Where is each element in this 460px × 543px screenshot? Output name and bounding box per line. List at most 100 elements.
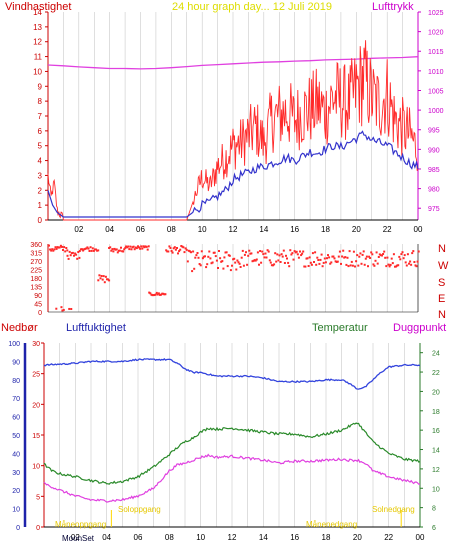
wind-tick-label: 11 xyxy=(34,53,43,62)
direction-point xyxy=(167,250,170,253)
humidity-tick-label: 100 xyxy=(8,341,20,348)
x-tick-label: 10 xyxy=(196,533,205,542)
x-tick-label: 14 xyxy=(259,533,268,542)
direction-point xyxy=(300,254,303,257)
direction-point xyxy=(187,249,190,252)
direction-point xyxy=(123,248,126,251)
direction-point xyxy=(360,262,363,265)
dewpoint-series-line xyxy=(43,453,421,503)
direction-point xyxy=(413,261,416,263)
direction-point xyxy=(346,256,349,259)
direction-point xyxy=(130,248,133,251)
direction-point xyxy=(96,249,99,252)
direction-point xyxy=(78,250,81,252)
direction-point xyxy=(155,291,158,294)
direction-point xyxy=(248,249,251,252)
direction-point xyxy=(116,251,119,254)
sunrise-label: Soloppgang xyxy=(118,505,161,514)
direction-point xyxy=(146,248,149,251)
direction-point xyxy=(381,254,383,257)
temperature-tick-label: 10 xyxy=(432,486,440,493)
direction-point xyxy=(67,257,70,260)
direction-point xyxy=(86,246,89,249)
direction-point xyxy=(171,251,174,254)
direction-point xyxy=(160,293,163,296)
direction-point xyxy=(364,257,367,260)
pressure-tick-label: 995 xyxy=(428,128,440,135)
direction-point xyxy=(199,264,202,267)
direction-tick-label: 0 xyxy=(38,310,42,317)
wind-gust-series-line xyxy=(47,40,419,221)
direction-point xyxy=(60,306,63,309)
direction-point xyxy=(277,259,280,262)
direction-point xyxy=(197,256,200,259)
direction-point xyxy=(296,253,299,256)
direction-point xyxy=(398,255,401,258)
direction-point xyxy=(287,261,290,264)
direction-point xyxy=(152,294,155,297)
temperature-tick-label: 6 xyxy=(432,525,436,532)
direction-point xyxy=(111,248,114,251)
direction-point xyxy=(237,261,240,264)
direction-point xyxy=(377,256,380,258)
direction-point xyxy=(66,254,69,257)
direction-point xyxy=(231,264,233,267)
direction-point xyxy=(101,278,104,281)
direction-point xyxy=(365,255,368,258)
direction-point xyxy=(400,253,403,256)
direction-point xyxy=(210,262,213,265)
compass-label: N xyxy=(438,309,446,321)
direction-point xyxy=(92,249,95,252)
direction-point xyxy=(315,263,318,266)
pressure-tick-label: 980 xyxy=(428,187,440,194)
wind-tick-label: 1 xyxy=(38,201,43,210)
x-tick-label: 08 xyxy=(167,225,176,234)
direction-point xyxy=(221,260,224,263)
compass-label: N xyxy=(438,243,446,255)
moonset-bottom-label: MoonSet xyxy=(62,534,95,543)
direction-point xyxy=(291,252,294,255)
direction-point xyxy=(62,308,65,311)
x-tick-label: 18 xyxy=(321,225,330,234)
direction-point xyxy=(139,247,142,250)
direction-point xyxy=(127,245,130,248)
wind-tick-label: 13 xyxy=(33,23,42,32)
direction-point xyxy=(50,249,53,252)
humidity-series-line xyxy=(43,358,421,390)
pressure-tick-label: 990 xyxy=(428,147,440,154)
direction-point xyxy=(70,307,73,310)
direction-point xyxy=(84,247,87,250)
direction-point xyxy=(198,263,201,265)
wind-tick-label: 12 xyxy=(33,38,42,47)
direction-point xyxy=(183,251,186,254)
direction-point xyxy=(342,249,345,252)
direction-point xyxy=(162,292,165,295)
direction-point xyxy=(374,259,377,262)
x-tick-label: 02 xyxy=(71,533,80,542)
direction-point xyxy=(247,254,250,257)
direction-point xyxy=(336,260,339,263)
direction-point xyxy=(108,247,111,249)
x-tick-label: 12 xyxy=(229,225,238,234)
pressure-tick-label: 1010 xyxy=(428,69,444,76)
humidity-tick-label: 20 xyxy=(12,488,20,495)
direction-point xyxy=(71,251,74,254)
direction-point xyxy=(235,268,238,271)
direction-point xyxy=(129,245,132,248)
direction-point xyxy=(367,265,369,268)
direction-point xyxy=(220,260,223,263)
humidity-tick-label: 30 xyxy=(12,470,20,477)
direction-point xyxy=(153,294,156,296)
direction-point xyxy=(243,253,246,256)
direction-point xyxy=(361,253,364,256)
compass-label: W xyxy=(438,260,449,272)
direction-point xyxy=(246,263,249,266)
precip-tick-label: 10 xyxy=(32,464,40,471)
direction-point xyxy=(340,262,342,265)
direction-point xyxy=(148,291,151,294)
direction-point xyxy=(260,261,263,264)
x-tick-label: 10 xyxy=(198,225,207,234)
direction-point xyxy=(218,250,220,252)
